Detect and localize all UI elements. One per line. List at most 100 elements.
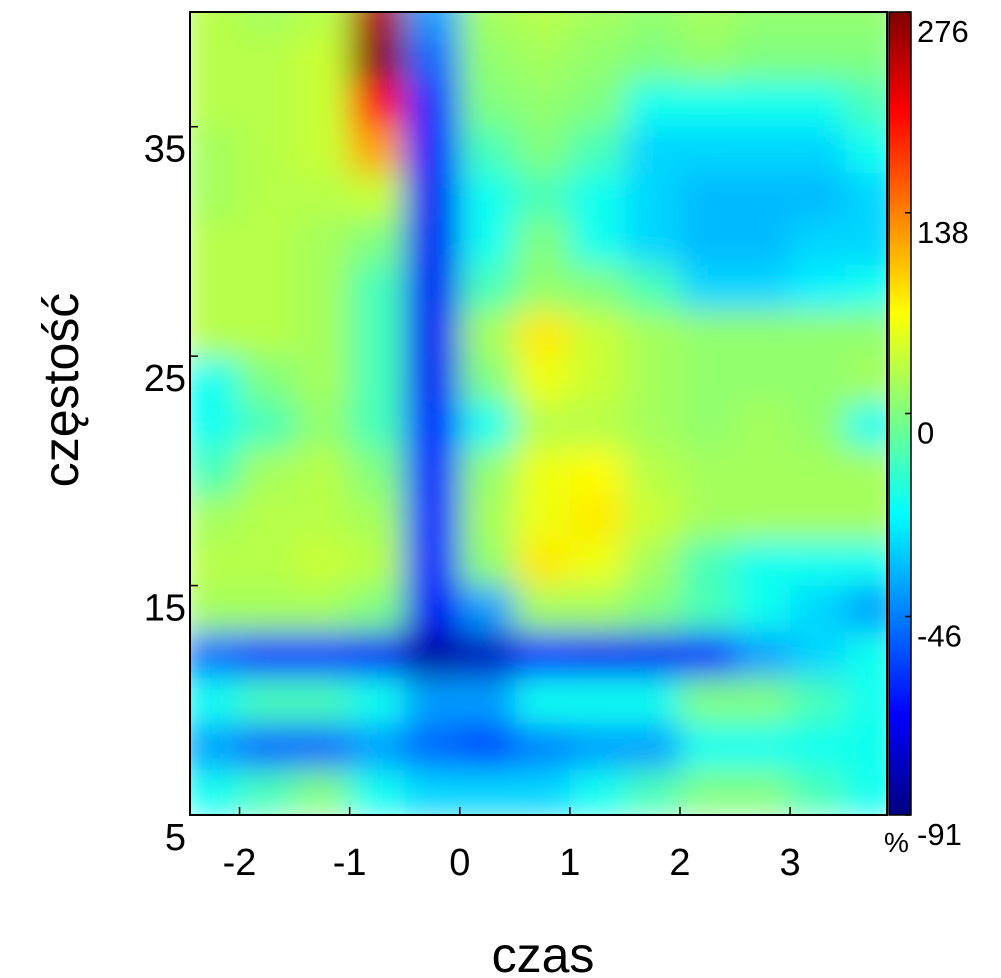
heatmap-cell bbox=[404, 34, 461, 82]
heatmap-cell bbox=[294, 769, 351, 815]
x-tick-label: 3 bbox=[780, 842, 801, 884]
heatmap-cell bbox=[624, 493, 681, 541]
y-tick-label: 5 bbox=[165, 817, 186, 859]
heatmap-cell bbox=[239, 631, 296, 678]
heatmap-cell bbox=[294, 539, 351, 587]
heatmap-cell bbox=[190, 218, 241, 265]
heatmap-cell bbox=[239, 126, 296, 174]
heatmap-cell bbox=[845, 356, 887, 403]
heatmap-cell bbox=[679, 677, 736, 724]
heatmap-cell bbox=[294, 310, 351, 357]
heatmap-cell bbox=[190, 769, 241, 815]
heatmap-cell bbox=[239, 12, 296, 36]
heatmap-cell bbox=[349, 631, 406, 678]
heatmap-cell bbox=[404, 723, 461, 770]
heatmap-cell bbox=[845, 12, 887, 36]
heatmap-cell bbox=[349, 12, 406, 36]
heatmap-cell bbox=[514, 677, 571, 724]
heatmap-cell bbox=[514, 539, 571, 587]
heatmap-cell bbox=[294, 356, 351, 403]
heatmap-cell bbox=[190, 631, 241, 678]
heatmap-cell bbox=[790, 264, 846, 311]
heatmap-cell bbox=[404, 126, 461, 174]
heatmap-cell bbox=[624, 12, 681, 36]
heatmap-cell bbox=[624, 310, 681, 357]
heatmap-cells bbox=[190, 12, 887, 815]
heatmap-cell bbox=[404, 264, 461, 311]
colorbar-tick-label: -91 bbox=[917, 817, 962, 852]
heatmap-cell bbox=[349, 723, 406, 770]
heatmap-cell bbox=[679, 172, 736, 219]
heatmap-cell bbox=[845, 539, 887, 587]
heatmap-cell bbox=[459, 402, 516, 449]
heatmap-cell bbox=[735, 493, 791, 541]
heatmap-cell bbox=[294, 126, 351, 174]
heatmap-cell bbox=[845, 585, 887, 632]
heatmap-cell bbox=[845, 769, 887, 815]
heatmap-cell bbox=[349, 80, 406, 128]
heatmap-cell bbox=[190, 310, 241, 357]
colorbar-unit: % bbox=[884, 827, 909, 858]
heatmap-cell bbox=[735, 631, 791, 678]
heatmap-cell bbox=[790, 769, 846, 815]
heatmap-cell bbox=[459, 172, 516, 219]
heatmap-cell bbox=[624, 264, 681, 311]
heatmap-cell bbox=[735, 356, 791, 403]
heatmap-cell bbox=[459, 677, 516, 724]
heatmap-cell bbox=[679, 539, 736, 587]
heatmap-cell bbox=[239, 34, 296, 82]
heatmap-cell bbox=[514, 447, 571, 495]
heatmap-cell bbox=[845, 677, 887, 724]
heatmap-cell bbox=[190, 723, 241, 770]
heatmap-cell bbox=[190, 172, 241, 219]
heatmap-cell bbox=[239, 723, 296, 770]
heatmap-cell bbox=[190, 447, 241, 495]
y-tick-label: 15 bbox=[144, 588, 186, 630]
heatmap-cell bbox=[404, 493, 461, 541]
heatmap-cell bbox=[514, 172, 571, 219]
heatmap-cell bbox=[790, 126, 846, 174]
heatmap-cell bbox=[845, 218, 887, 265]
heatmap-cell bbox=[679, 310, 736, 357]
heatmap-cell bbox=[514, 310, 571, 357]
heatmap-cell bbox=[735, 769, 791, 815]
heatmap-cell bbox=[239, 677, 296, 724]
heatmap-cell bbox=[569, 677, 626, 724]
heatmap-cell bbox=[569, 493, 626, 541]
heatmap-cell bbox=[735, 218, 791, 265]
heatmap-cell bbox=[239, 310, 296, 357]
heatmap-cell bbox=[190, 356, 241, 403]
heatmap-cell bbox=[790, 218, 846, 265]
heatmap-cell bbox=[790, 34, 846, 82]
heatmap-cell bbox=[349, 310, 406, 357]
heatmap-cell bbox=[459, 12, 516, 36]
colorbar-tick-label: 138 bbox=[917, 215, 969, 250]
heatmap-cell bbox=[514, 80, 571, 128]
plot-frame bbox=[189, 11, 888, 816]
heatmap-cell bbox=[294, 677, 351, 724]
heatmap-cell bbox=[679, 631, 736, 678]
heatmap-cell bbox=[294, 80, 351, 128]
heatmap-cell bbox=[624, 723, 681, 770]
heatmap-cell bbox=[790, 677, 846, 724]
heatmap-cell bbox=[624, 80, 681, 128]
heatmap-cell bbox=[624, 539, 681, 587]
heatmap-cell bbox=[624, 34, 681, 82]
heatmap-cell bbox=[349, 34, 406, 82]
heatmap-cell bbox=[404, 80, 461, 128]
heatmap-cell bbox=[459, 356, 516, 403]
heatmap-cell bbox=[790, 80, 846, 128]
heatmap-cell bbox=[349, 218, 406, 265]
x-tick-label: 2 bbox=[669, 842, 690, 884]
heatmap-cell bbox=[349, 172, 406, 219]
heatmap-cell bbox=[569, 126, 626, 174]
heatmap-cell bbox=[845, 126, 887, 174]
heatmap-cell bbox=[735, 34, 791, 82]
heatmap-cell bbox=[349, 402, 406, 449]
heatmap-cell bbox=[514, 723, 571, 770]
x-tick-label: 1 bbox=[559, 842, 580, 884]
heatmap-cell bbox=[239, 218, 296, 265]
heatmap-cell bbox=[294, 12, 351, 36]
heatmap-cell bbox=[624, 631, 681, 678]
heatmap-cell bbox=[569, 264, 626, 311]
